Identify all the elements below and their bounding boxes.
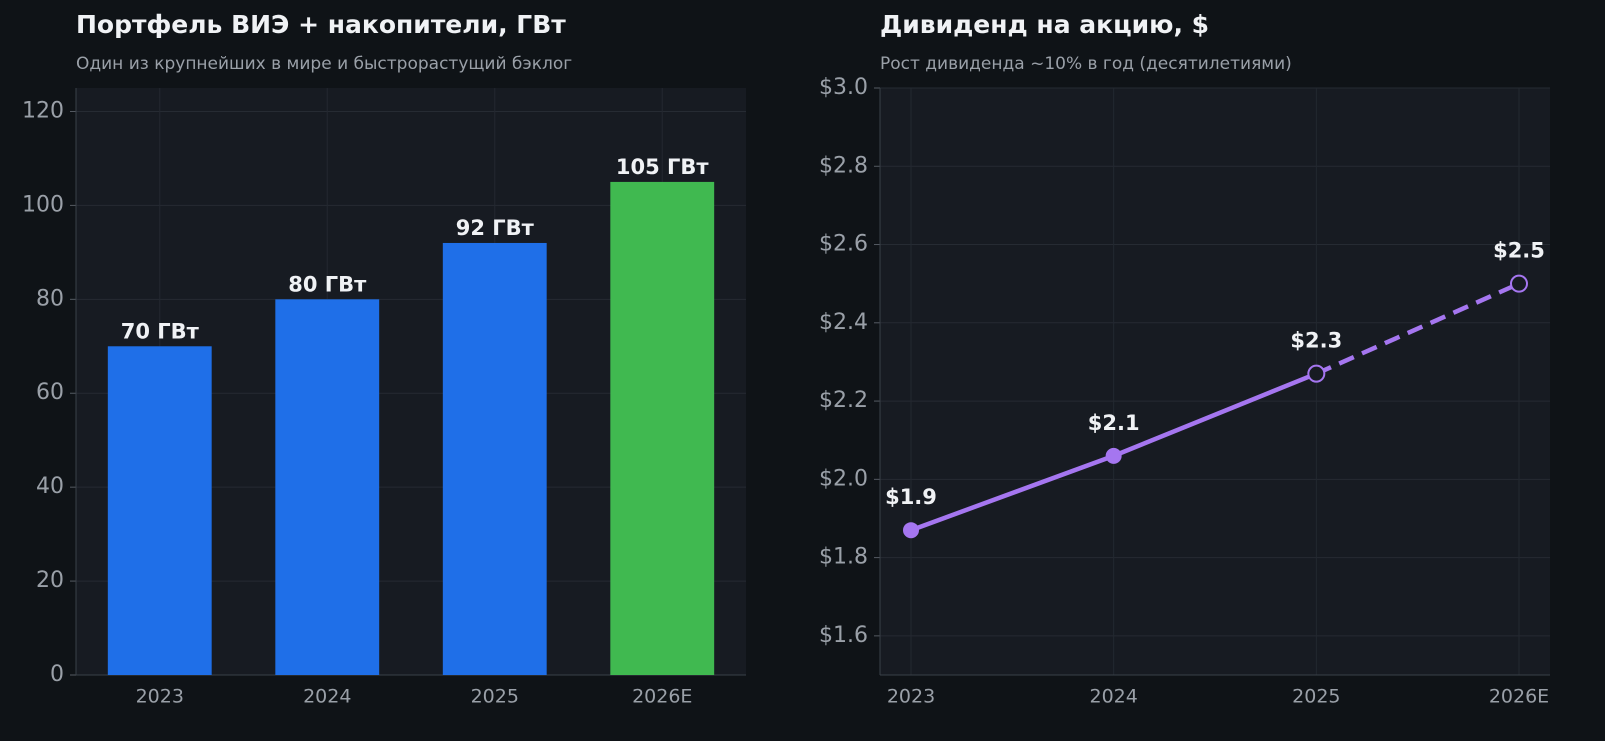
chart-title: Портфель ВИЭ + накопители, ГВт — [76, 10, 566, 39]
bar — [442, 242, 547, 675]
line-marker — [903, 522, 919, 539]
forecast-line — [1315, 281, 1520, 376]
value-label: $2.1 — [1088, 411, 1140, 435]
bar — [610, 181, 715, 676]
y-tick-label: 120 — [22, 98, 64, 123]
y-tick-label: $2.2 — [819, 388, 868, 413]
x-tick-label: 2023 — [136, 686, 184, 708]
value-label: 70 ГВт — [121, 319, 200, 343]
y-tick-label: $1.8 — [819, 545, 868, 570]
value-label: $2.3 — [1290, 329, 1342, 353]
bar — [107, 346, 212, 675]
x-tick-label: 2025 — [471, 686, 519, 708]
line-marker — [1307, 364, 1326, 383]
x-tick-label: 2024 — [303, 686, 351, 708]
value-label: $2.5 — [1493, 239, 1545, 263]
value-label: $1.9 — [885, 485, 937, 509]
value-label: 92 ГВт — [456, 216, 535, 240]
y-tick-label: 40 — [36, 474, 64, 499]
value-label: 105 ГВт — [616, 155, 710, 179]
x-tick-label: 2026E — [1489, 686, 1549, 708]
x-tick-label: 2026E — [632, 686, 692, 708]
value-label: 80 ГВт — [288, 272, 367, 296]
y-tick-label: 0 — [50, 662, 64, 687]
y-tick-label: 20 — [36, 568, 64, 593]
chart-subtitle: Рост дивиденда ~10% в год (десятилетиями… — [880, 54, 1292, 74]
plot-area — [880, 88, 1550, 675]
chart-title: Дивиденд на акцию, $ — [880, 10, 1209, 39]
line-marker — [1510, 274, 1528, 293]
line-segment — [910, 453, 1115, 533]
chart-subtitle: Один из крупнейших в мире и быстрорастущ… — [76, 54, 572, 74]
y-tick-label: 80 — [36, 286, 64, 311]
y-tick-label: $2.6 — [819, 232, 868, 257]
line-marker — [1105, 447, 1122, 464]
x-tick-label: 2023 — [887, 686, 935, 708]
x-tick-label: 2025 — [1292, 686, 1340, 708]
bar — [275, 299, 380, 675]
y-tick-label: 60 — [36, 380, 64, 405]
y-tick-label: 100 — [22, 192, 64, 217]
x-tick-label: 2024 — [1089, 686, 1137, 708]
y-tick-label: $2.4 — [819, 310, 868, 335]
y-tick-label: $2.0 — [819, 466, 868, 491]
line-segment — [1112, 371, 1318, 458]
y-tick-label: $3.0 — [819, 75, 868, 100]
y-tick-label: $2.8 — [819, 153, 868, 178]
y-tick-label: $1.6 — [819, 623, 868, 648]
